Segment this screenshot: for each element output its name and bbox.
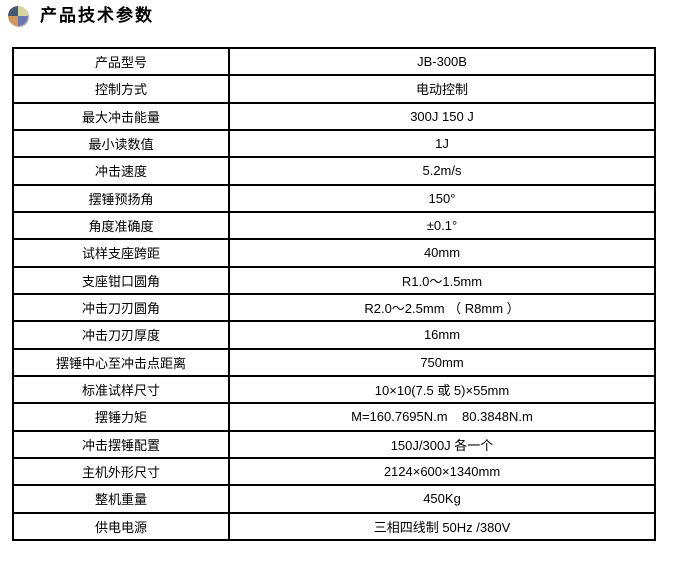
page-title: 产品技术参数 — [40, 6, 154, 25]
spec-label: 整机重量 — [12, 484, 230, 514]
spec-label: 主机外形尺寸 — [12, 456, 230, 487]
spec-value: 5.2m/s — [228, 156, 656, 186]
spec-label: 标准试样尺寸 — [12, 374, 230, 405]
spec-label: 支座钳口圆角 — [12, 265, 230, 295]
spec-value: R2.0～2.5mm （ R8mm ） — [228, 292, 656, 323]
table-row: 摆锤预扬角 150° — [12, 183, 656, 213]
spec-value: JB-300B — [228, 46, 656, 77]
spec-value: 2124×600×1340mm — [228, 456, 656, 487]
spec-value: 750mm — [228, 347, 656, 377]
spec-value: 电动控制 — [228, 74, 656, 104]
spec-value: 150J/300J 各一个 — [228, 429, 656, 459]
spec-label: 试样支座跨距 — [12, 238, 230, 268]
table-row: 摆锤力矩 M=160.7695N.m 80.3848N.m — [12, 402, 656, 432]
table-row: 冲击刀刃圆角 R2.0～2.5mm （ R8mm ） — [12, 292, 656, 323]
spec-label: 产品型号 — [12, 46, 230, 77]
page-header: 产品技术参数 — [8, 5, 154, 27]
spec-value: 16mm — [228, 320, 656, 350]
spec-label: 摆锤预扬角 — [12, 183, 230, 213]
spec-value: M=160.7695N.m 80.3848N.m — [228, 402, 656, 432]
table-row: 产品型号 JB-300B — [12, 46, 656, 77]
spec-value: 三相四线制 50Hz /380V — [228, 511, 656, 542]
spec-label: 最大冲击能量 — [12, 101, 230, 131]
spec-value: 450Kg — [228, 484, 656, 514]
spec-value: 300J 150 J — [228, 101, 656, 131]
spec-label: 角度准确度 — [12, 210, 230, 241]
pie-chart-icon — [8, 6, 28, 26]
table-row: 最小读数值 1J — [12, 128, 656, 159]
table-row: 供电电源 三相四线制 50Hz /380V — [12, 511, 656, 542]
table-row: 支座钳口圆角 R1.0～1.5mm — [12, 265, 656, 295]
spec-label: 冲击速度 — [12, 156, 230, 186]
spec-value: 1J — [228, 128, 656, 159]
table-row: 主机外形尺寸 2124×600×1340mm — [12, 456, 656, 487]
table-row: 整机重量 450Kg — [12, 484, 656, 514]
table-row: 摆锤中心至冲击点距离 750mm — [12, 347, 656, 377]
spec-label: 供电电源 — [12, 511, 230, 542]
spec-label: 冲击刀刃圆角 — [12, 292, 230, 323]
spec-label: 摆锤中心至冲击点距离 — [12, 347, 230, 377]
spec-value: 10×10(7.5 或 5)×55mm — [228, 374, 656, 405]
spec-value: 150° — [228, 183, 656, 213]
spec-value: R1.0～1.5mm — [228, 265, 656, 295]
spec-label: 控制方式 — [12, 74, 230, 104]
specs-table-body: 产品型号 JB-300B 控制方式 电动控制 最大冲击能量 300J 150 J… — [12, 46, 656, 542]
spec-value: 40mm — [228, 238, 656, 268]
table-row: 角度准确度 ±0.1° — [12, 210, 656, 241]
spec-label: 冲击摆锤配置 — [12, 429, 230, 459]
table-row: 冲击摆锤配置 150J/300J 各一个 — [12, 429, 656, 459]
table-row: 试样支座跨距 40mm — [12, 238, 656, 268]
table-row: 标准试样尺寸 10×10(7.5 或 5)×55mm — [12, 374, 656, 405]
spec-label: 摆锤力矩 — [12, 402, 230, 432]
table-row: 最大冲击能量 300J 150 J — [12, 101, 656, 131]
table-row: 控制方式 电动控制 — [12, 74, 656, 104]
spec-label: 冲击刀刃厚度 — [12, 320, 230, 350]
table-row: 冲击速度 5.2m/s — [12, 156, 656, 186]
spec-label: 最小读数值 — [12, 128, 230, 159]
spec-value: ±0.1° — [228, 210, 656, 241]
specs-table: 产品型号 JB-300B 控制方式 电动控制 最大冲击能量 300J 150 J… — [12, 46, 656, 542]
table-row: 冲击刀刃厚度 16mm — [12, 320, 656, 350]
